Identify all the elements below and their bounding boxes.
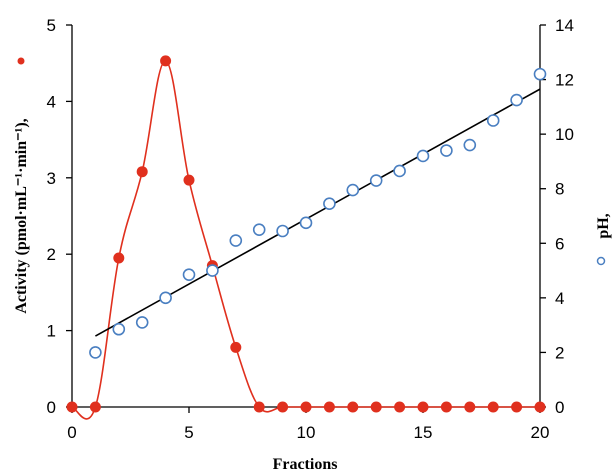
activity-point (300, 401, 312, 413)
activity-point (534, 401, 546, 413)
y-left-tick-label: 0 (47, 398, 56, 417)
activity-point (277, 401, 289, 413)
ph-point (206, 264, 219, 277)
ph-point (416, 149, 430, 163)
ph-point (510, 93, 523, 107)
y-right-tick-label: 4 (555, 289, 564, 308)
y-right-tick-label: 12 (555, 71, 574, 90)
activity-point (253, 401, 265, 413)
activity-point (136, 166, 148, 178)
y-left-tick-label: 1 (47, 322, 56, 341)
activity-point (347, 401, 359, 413)
y-right-axis-legend-marker (596, 256, 606, 266)
activity-point (511, 401, 523, 413)
activity-point (183, 174, 195, 186)
y-left-tick-label: 3 (47, 169, 56, 188)
y-right-tick-label: 8 (555, 180, 564, 199)
ph-point (463, 138, 477, 152)
ph-point (89, 346, 102, 359)
ph-point (299, 216, 313, 230)
ph-point (182, 268, 196, 281)
ph-point (486, 114, 500, 127)
y-right-tick-label: 2 (555, 343, 564, 362)
y-right-tick-label: 14 (555, 16, 574, 35)
activity-point (66, 401, 78, 413)
ph-point (276, 224, 289, 238)
activity-point (394, 401, 406, 413)
activity-point (370, 401, 382, 413)
y-left-axis-title: Activity (pmol·mL⁻¹·min⁻¹), (13, 118, 30, 313)
y-left-tick-label: 4 (47, 92, 56, 111)
marks (66, 55, 547, 413)
activity-curve (71, 60, 540, 420)
ph-point (252, 223, 266, 236)
x-axis-title: Fractions (273, 456, 338, 473)
ph-point (112, 322, 126, 336)
ph-point (323, 197, 336, 211)
x-tick-label: 20 (531, 423, 550, 442)
activity-point (113, 252, 125, 264)
x-tick-label: 0 (67, 423, 76, 442)
activity-point (89, 401, 101, 413)
ph-point (229, 234, 243, 247)
ph-point (346, 183, 360, 197)
ph-point (393, 164, 406, 178)
y-right-tick-label: 0 (555, 398, 564, 417)
y-left-axis-legend-marker (17, 57, 25, 65)
y-right-tick-label: 6 (555, 234, 564, 253)
activity-point (464, 401, 476, 413)
activity-point (230, 341, 242, 353)
ph-point (159, 291, 172, 305)
x-tick-label: 5 (184, 423, 193, 442)
y-left-tick-label: 2 (47, 245, 56, 264)
activity-point (160, 55, 172, 67)
activity-point (323, 401, 335, 413)
ph-point (440, 144, 453, 157)
ph-point (533, 67, 547, 81)
lines (71, 60, 541, 420)
y-right-tick-label: 10 (555, 125, 574, 144)
activity-point (440, 401, 452, 413)
activity-point (487, 401, 499, 413)
activity-point (417, 401, 429, 413)
labels: Fractions Activity (pmol·mL⁻¹·min⁻¹), pH… (13, 57, 612, 473)
x-tick-label: 10 (297, 423, 316, 442)
x-tick-label: 15 (414, 423, 433, 442)
ph-point (369, 174, 383, 187)
y-right-axis-title: pH, (595, 213, 612, 238)
ph-point (135, 316, 149, 329)
y-left-tick-label: 5 (47, 16, 56, 35)
